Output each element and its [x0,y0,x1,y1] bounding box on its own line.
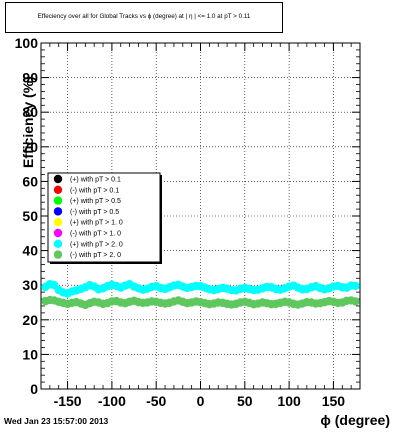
legend-item: (-) with pT > 1. 0 [53,228,121,238]
legend-item: (+) with pT > 2. 0 [53,239,123,248]
legend-label: (-) with pT > 0.1 [70,187,119,194]
legend-label: (+) with pT > 2. 0 [70,241,123,248]
legend-marker [53,218,63,227]
y-tick-label: 60 [22,173,38,189]
legend-shadow [160,175,162,264]
legend-item: (+) with pT > 0.1 [53,174,121,184]
legend-marker [53,228,63,238]
y-tick-label: 100 [15,35,39,51]
legend-marker [53,196,63,205]
data-point [351,281,360,291]
timestamp: Wed Jan 23 15:57:00 2013 [4,416,109,426]
legend-marker [53,207,63,216]
legend-marker [53,239,63,248]
y-axis-label: Efficiency (%) [20,76,36,168]
legend-item: (+) with pT > 0.5 [53,196,121,205]
legend-label: (-) with pT > 0.5 [70,209,119,216]
legend-marker [53,185,63,194]
legend-item: (-) with pT > 2. 0 [53,250,121,259]
chart-title: Effeciency over all for Global Tracks vs… [37,13,251,20]
x-tick-labels: -150 -100 -50 0 50 100 150 [54,393,346,409]
x-tick-label: 0 [197,393,205,409]
y-tick-label: 50 [22,208,38,224]
data-points [41,279,360,310]
y-tick-label: 40 [22,243,38,259]
y-tick-label: 90 [22,70,38,86]
grid-lines [41,42,360,390]
legend-marker [53,174,63,184]
legend-item: (-) with pT > 0.1 [53,185,119,194]
title-box: Effeciency over all for Global Tracks vs… [5,2,283,33]
axis-ticks [40,42,361,390]
y-tick-label: 80 [22,104,38,120]
y-tick-label: 10 [22,346,38,362]
legend-label: (-) with pT > 2. 0 [70,252,121,259]
legend-item: (-) with pT > 0.5 [53,207,119,216]
legend-label: (-) with pT > 1. 0 [70,231,121,238]
x-tick-label: 50 [237,393,253,409]
legend-label: (+) with pT > 0.5 [70,198,121,205]
legend-label: (+) with pT > 0.1 [70,177,121,184]
y-tick-label: 30 [22,277,38,293]
series-7 [41,295,360,310]
legend-marker [53,250,63,259]
x-tick-label: -50 [146,393,166,409]
y-tick-labels: 0 10 20 30 40 50 60 70 80 90 100 [15,35,39,397]
series-6 [41,279,360,298]
x-tick-label: -100 [98,393,126,409]
legend-label: (+) with pT > 1. 0 [70,220,123,227]
y-tick-label: 0 [30,381,38,397]
legend-item: (+) with pT > 1. 0 [53,218,123,227]
legend-shadow [50,262,162,264]
legend: (+) with pT > 0.1 (-) with pT > 0.1 (+) wi… [47,172,162,264]
data-point [351,297,360,306]
y-tick-label: 70 [22,139,38,155]
x-tick-label: 150 [322,393,346,409]
x-tick-label: -150 [54,393,82,409]
y-tick-label: 20 [22,312,38,328]
x-tick-label: 100 [277,393,301,409]
x-axis-label: ϕ (degree) [320,412,390,428]
